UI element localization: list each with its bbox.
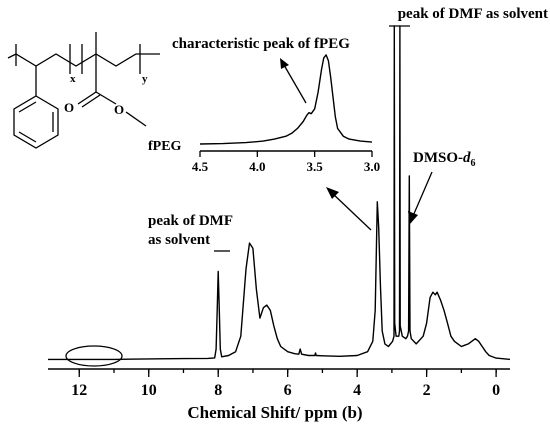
annotation-dmso-arrow: [412, 171, 433, 217]
x-tick-label: 2: [423, 382, 431, 399]
structure-y-label: y: [142, 73, 148, 85]
annotation-dmso-arrowhead: [408, 211, 418, 224]
x-tick-label: 4: [353, 382, 361, 399]
structure-ester-o-link: [95, 91, 117, 105]
annotation-dmso-italic: d: [463, 150, 471, 166]
inset-x-tick-label: 3.0: [364, 159, 380, 174]
structure-carbonyl-1: [77, 91, 97, 105]
x-tick-label: 6: [284, 382, 292, 399]
structure-carbonyl-2: [81, 94, 101, 108]
x-tick-label: 10: [141, 382, 157, 399]
annotation-dmso-main: DMSO-: [413, 150, 463, 166]
inset-link-arrow-head: [326, 187, 339, 199]
annotation-dmf-8ppm-line2: as solvent: [148, 232, 210, 248]
baseline-ellipse: [65, 345, 123, 367]
structure-o-left: O: [64, 100, 74, 115]
structure-ring-bond-3: [18, 131, 37, 143]
inset-x-ticks: [199, 151, 373, 157]
structure-benzene-ring: [13, 95, 59, 149]
inset-label-arrow: [283, 64, 307, 104]
annotation-dmf-2ppm: peak of DMF as solvent: [389, 6, 548, 27]
structure-backbone: [7, 53, 160, 67]
x-ticks: [78, 369, 497, 377]
polymer-structure: O O fPEG x y: [7, 32, 182, 154]
inset-link-arrow: [326, 187, 372, 231]
x-tick-label: 12: [71, 382, 87, 399]
spectrum-line: [48, 25, 511, 361]
structure-peg-link: [125, 111, 147, 127]
inset-x-tick-label: 3.5: [307, 159, 324, 174]
structure-x-label: x: [70, 73, 76, 85]
structure-o-right: O: [114, 102, 124, 117]
annotation-dmf-8ppm: peak of DMF as solvent: [148, 213, 233, 252]
structure-ring-bond-1: [18, 101, 37, 113]
inset-label: characteristic peak of fPEG: [172, 36, 350, 52]
annotation-dmf-8ppm-line1: peak of DMF: [148, 213, 233, 229]
structure-group-label: fPEG: [148, 139, 182, 154]
annotation-dmso-text: DMSO-d6: [413, 150, 476, 169]
main-axes: 12 10 8 6 4 2 0 Chemical Shift/ ppm (b): [48, 368, 510, 422]
inset-chart: 4.5 4.0 3.5 3.0 characteristic peak of fPEG: [172, 36, 380, 174]
inset-link-arrow-line: [331, 192, 372, 231]
x-axis-label: Chemical Shift/ ppm (b): [187, 403, 362, 422]
annotation-dmso-sub: 6: [471, 158, 476, 169]
inset-x-tick-label: 4.0: [249, 159, 265, 174]
inset-label-arrowhead: [280, 58, 289, 69]
inset-spectrum-line: [199, 54, 373, 145]
x-tick-label: 0: [492, 382, 500, 399]
x-tick-labels: 12 10 8 6 4 2 0: [71, 382, 500, 399]
x-tick-label: 8: [214, 382, 222, 399]
annotation-dmf-2ppm-text: peak of DMF as solvent: [398, 6, 548, 22]
inset-x-tick-labels: 4.5 4.0 3.5 3.0: [192, 159, 380, 174]
inset-x-tick-label: 4.5: [192, 159, 209, 174]
annotation-dmso: DMSO-d6: [408, 150, 476, 224]
